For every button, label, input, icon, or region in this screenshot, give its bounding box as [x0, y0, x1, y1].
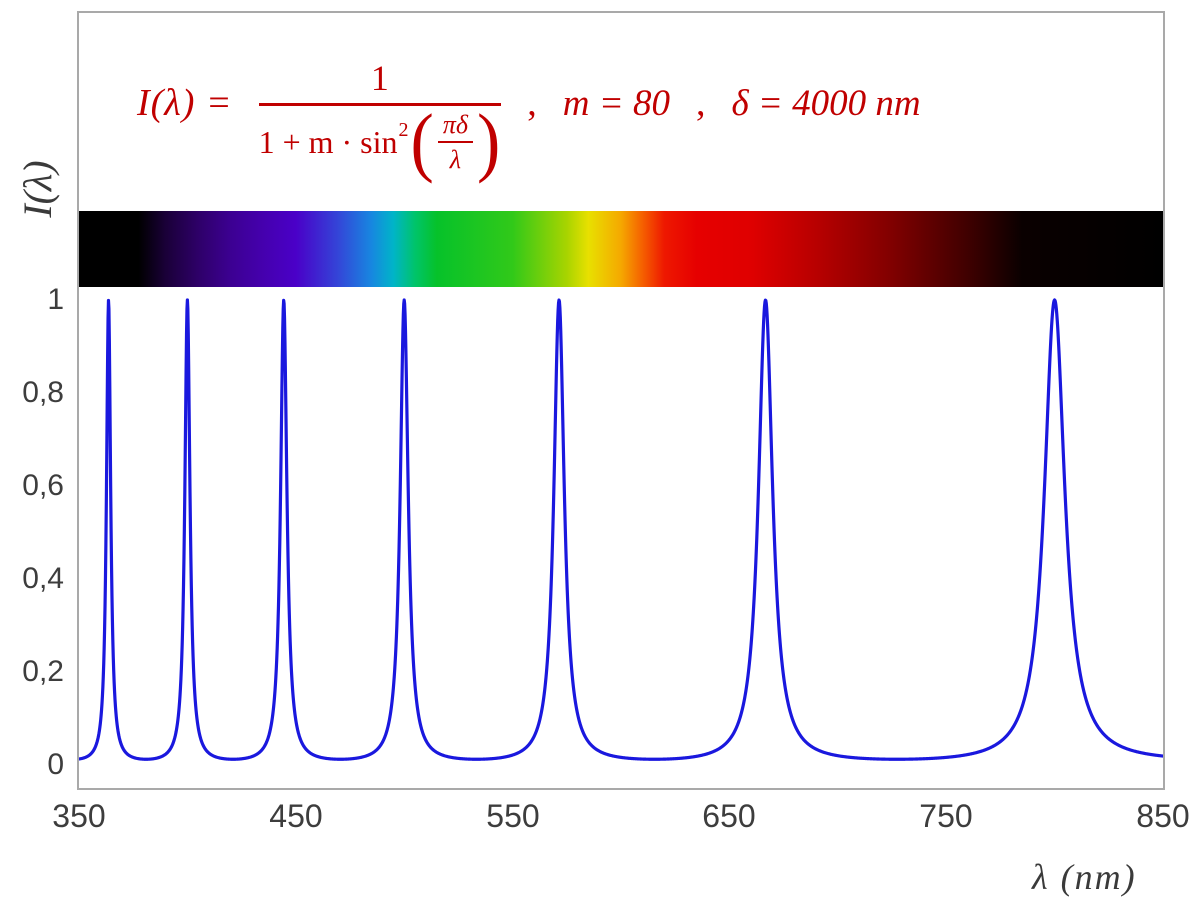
denominator-text: 1 + m · sin — [258, 123, 398, 160]
formula: I(λ) = 1 1 + m · sin 2 ( πδ λ ) , m = 80 … — [137, 23, 921, 183]
x-tick-label-650: 650 — [702, 798, 756, 834]
param-delta: δ = 4000 nm — [731, 82, 921, 124]
fraction-denominator: 1 + m · sin 2 ( πδ λ ) — [258, 99, 502, 185]
formula-lhs: I(λ) = — [137, 82, 233, 124]
curve-path — [79, 298, 1163, 761]
spectrum-bar — [79, 211, 1163, 287]
y-axis-title: I(λ) — [15, 160, 60, 218]
right-paren: ) — [476, 99, 501, 185]
param-m: m = 80 — [562, 82, 670, 124]
left-paren: ( — [410, 99, 434, 185]
inner-denominator: λ — [449, 145, 462, 175]
fraction-bar — [258, 103, 502, 107]
y-tick-label-1: 1 — [47, 283, 64, 316]
x-axis-title: λ (nm) — [1032, 857, 1137, 897]
formula-fraction: 1 1 + m · sin 2 ( πδ λ ) — [258, 58, 502, 185]
inner-numerator: πδ — [437, 111, 473, 144]
x-tick-label-450: 450 — [269, 798, 323, 834]
x-tick-label-850: 850 — [1136, 798, 1190, 834]
x-tick-label-550: 550 — [486, 798, 540, 834]
y-tick-label-0-2: 0,2 — [22, 655, 64, 688]
x-tick-label-750: 750 — [919, 798, 973, 834]
y-tick-label-0-4: 0,4 — [22, 562, 64, 595]
plot-frame: I(λ) = 1 1 + m · sin 2 ( πδ λ ) , m = 80 … — [77, 11, 1165, 790]
sin-squared-exponent: 2 — [398, 118, 409, 141]
y-tick-label-0-8: 0,8 — [22, 376, 64, 409]
y-tick-label-0-6: 0,6 — [22, 469, 64, 502]
inner-fraction: πδ λ — [437, 111, 473, 175]
x-tick-label-350: 350 — [52, 798, 106, 834]
fraction-numerator: 1 — [370, 58, 389, 99]
y-tick-label-0: 0 — [47, 748, 64, 781]
intensity-curve — [79, 298, 1163, 761]
formula-comma-2: , — [695, 82, 706, 124]
formula-comma-1: , — [527, 82, 537, 124]
